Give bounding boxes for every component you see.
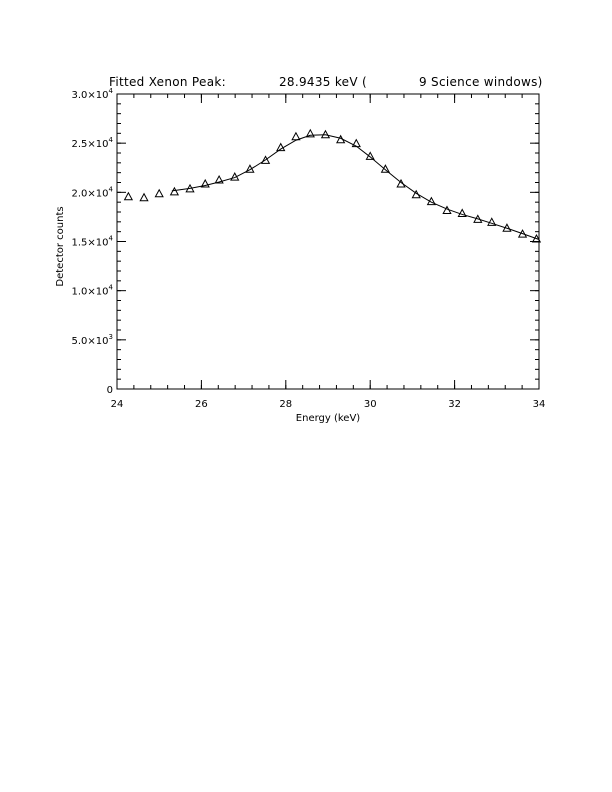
y-axis: 0 5.0×103 1.0×104 1.5×104 2.0×104 2.5×104 3.0×… bbox=[72, 87, 539, 396]
data-points bbox=[123, 128, 542, 243]
data-point bbox=[426, 196, 437, 206]
data-point bbox=[291, 131, 301, 141]
y-axis-label: Detector counts bbox=[55, 206, 66, 286]
x-tick-label: 32 bbox=[448, 399, 461, 410]
data-point bbox=[502, 223, 512, 232]
data-point bbox=[517, 229, 528, 238]
data-point bbox=[396, 178, 406, 188]
data-point bbox=[351, 138, 361, 148]
data-point bbox=[154, 188, 164, 198]
title-part: 28.9435 keV ( bbox=[279, 75, 367, 89]
data-point bbox=[457, 208, 467, 217]
data-point bbox=[245, 164, 255, 173]
data-point bbox=[214, 174, 224, 184]
y-tick-label: 2.5×104 bbox=[72, 136, 114, 150]
x-tick-label: 24 bbox=[111, 399, 124, 410]
data-point bbox=[531, 233, 542, 243]
data-point bbox=[442, 205, 452, 215]
y-tick-label: 2.0×104 bbox=[72, 185, 114, 199]
fit-curve bbox=[171, 134, 540, 241]
x-tick-label: 28 bbox=[279, 399, 292, 410]
y-tick-label: 1.5×104 bbox=[72, 235, 114, 249]
data-point bbox=[200, 178, 210, 188]
data-point bbox=[336, 134, 346, 144]
y-tick-label: 1.0×104 bbox=[72, 284, 114, 298]
data-point bbox=[169, 186, 180, 196]
data-point bbox=[230, 172, 240, 181]
y-tick-label: 3.0×104 bbox=[72, 87, 114, 101]
y-tick-label: 5.0×103 bbox=[72, 333, 113, 347]
data-point bbox=[276, 142, 286, 152]
data-point bbox=[260, 155, 271, 164]
data-point bbox=[185, 183, 195, 193]
chart-title: Fitted Xenon Peak: 28.9435 keV ( 9 Science… bbox=[109, 75, 543, 89]
x-axis: 24 26 28 30 32 34 bbox=[111, 94, 546, 410]
title-part: 9 Science windows) bbox=[419, 75, 543, 89]
data-point bbox=[320, 129, 331, 139]
data-point bbox=[473, 214, 483, 223]
title-part: Fitted Xenon Peak: bbox=[109, 75, 226, 89]
data-point bbox=[380, 164, 391, 173]
data-point bbox=[139, 192, 149, 202]
y-tick-label: 0 bbox=[107, 385, 113, 396]
data-point bbox=[487, 217, 497, 226]
data-point bbox=[305, 128, 315, 138]
data-point bbox=[411, 189, 421, 199]
x-tick-label: 30 bbox=[364, 399, 377, 410]
x-tick-label: 26 bbox=[195, 399, 208, 410]
x-axis-label: Energy (keV) bbox=[296, 413, 361, 424]
data-point bbox=[123, 191, 134, 201]
data-point bbox=[365, 151, 375, 160]
x-tick-label: 34 bbox=[533, 399, 546, 410]
